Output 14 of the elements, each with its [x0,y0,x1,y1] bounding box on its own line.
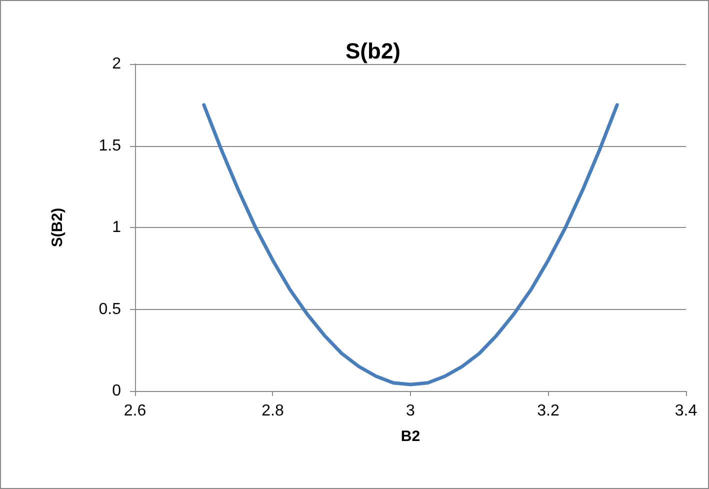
y-axis-title: S(B2) [49,208,66,248]
x-tick-label: 3 [406,402,416,420]
x-tick-label: 2.8 [262,402,284,420]
y-tick-label: 2 [112,56,122,72]
y-tick-label: 0.5 [98,300,122,318]
y-tick-label: 0 [112,382,122,400]
x-axis-title: B2 [400,428,420,445]
y-tick-label: 1 [112,219,122,236]
chart-title: S(b2) [346,38,400,64]
x-tick-label: 2.6 [124,402,146,420]
x-tick-label: 3.2 [537,402,560,420]
y-tick-label: 1.5 [98,137,122,154]
x-tick-label: 3.4 [674,402,698,420]
line-series [202,103,619,386]
